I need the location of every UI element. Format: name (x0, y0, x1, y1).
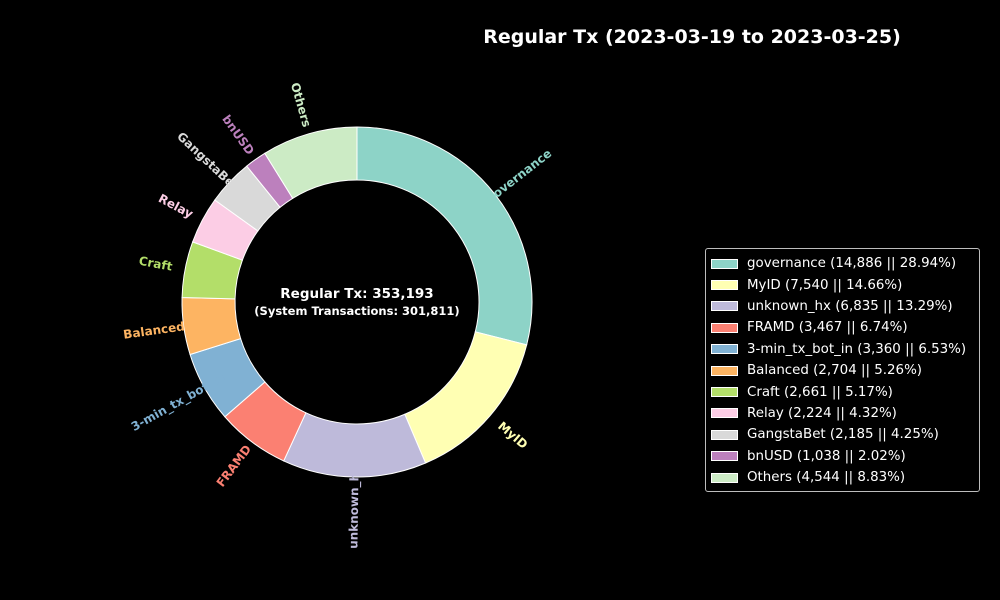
slice-label-gangstabet: GangstaBet (174, 129, 241, 194)
legend-item-others: Others (4,544 || 8.83%) (711, 467, 975, 488)
slice-label-craft: Craft (138, 254, 174, 274)
slice-others (264, 126, 358, 199)
legend-swatch (711, 258, 738, 269)
legend-swatch (711, 301, 738, 312)
slices-layer (181, 126, 533, 478)
legend-label: Craft (2,661 || 5.17%) (747, 384, 893, 400)
legend-label: 3-min_tx_bot_in (3,360 || 6.53%) (747, 341, 967, 357)
center-label: Regular Tx: 353,193 (System Transactions… (254, 286, 459, 318)
legend-swatch (711, 387, 738, 398)
legend-swatch (711, 322, 738, 333)
slice-label-unknown-hx: unknown_hx (346, 465, 362, 549)
legend-label: Others (4,544 || 8.83%) (747, 470, 906, 486)
legend-item-unknown-hx: unknown_hx (6,835 || 13.29%) (711, 296, 975, 317)
slice-label-governance: governance (483, 146, 554, 206)
legend-item-balanced: Balanced (2,704 || 5.26%) (711, 360, 975, 381)
legend-item-myid: MyID (7,540 || 14.66%) (711, 274, 975, 295)
legend-item-relay: Relay (2,224 || 4.32%) (711, 403, 975, 424)
legend-label: Balanced (2,704 || 5.26%) (747, 363, 923, 379)
slice-label-3-min-tx-bot-in: 3-min_tx_bot_in (129, 370, 228, 434)
legend-swatch (711, 451, 738, 462)
slice-myid (404, 331, 528, 464)
center-label-system: (System Transactions: 301,811) (254, 304, 459, 318)
chart-title: Regular Tx (2023-03-19 to 2023-03-25) (483, 26, 901, 48)
legend-label: Relay (2,224 || 4.32%) (747, 405, 897, 421)
legend-item-governance: governance (14,886 || 28.94%) (711, 253, 975, 274)
legend-label: governance (14,886 || 28.94%) (747, 256, 957, 272)
legend-swatch (711, 472, 738, 483)
legend-label: GangstaBet (2,185 || 4.25%) (747, 427, 939, 443)
legend-label: MyID (7,540 || 14.66%) (747, 277, 903, 293)
slice-label-bnusd: bnUSD (219, 112, 257, 157)
legend-item-framd: FRAMD (3,467 || 6.74%) (711, 317, 975, 338)
legend: governance (14,886 || 28.94%) MyID (7,540… (705, 248, 980, 493)
legend-item-gangstabet: GangstaBet (2,185 || 4.25%) (711, 424, 975, 445)
legend-swatch (711, 344, 738, 355)
legend-item-craft: Craft (2,661 || 5.17%) (711, 381, 975, 402)
legend-item-3-min-tx-bot-in: 3-min_tx_bot_in (3,360 || 6.53%) (711, 339, 975, 360)
slice-label-relay: Relay (156, 191, 195, 221)
legend-swatch (711, 365, 738, 376)
slice-label-framd: FRAMD (214, 442, 254, 489)
slice-label-others: Others (288, 81, 314, 129)
legend-label: bnUSD (1,038 || 2.02%) (747, 448, 906, 464)
slice-label-balanced: Balanced (122, 319, 185, 341)
legend-swatch (711, 280, 738, 291)
legend-swatch (711, 408, 738, 419)
legend-label: unknown_hx (6,835 || 13.29%) (747, 298, 953, 314)
legend-swatch (711, 429, 738, 440)
slice-label-myid: MyID (495, 419, 530, 452)
legend-item-bnusd: bnUSD (1,038 || 2.02%) (711, 446, 975, 467)
legend-label: FRAMD (3,467 || 6.74%) (747, 320, 908, 336)
center-label-total: Regular Tx: 353,193 (280, 286, 433, 302)
